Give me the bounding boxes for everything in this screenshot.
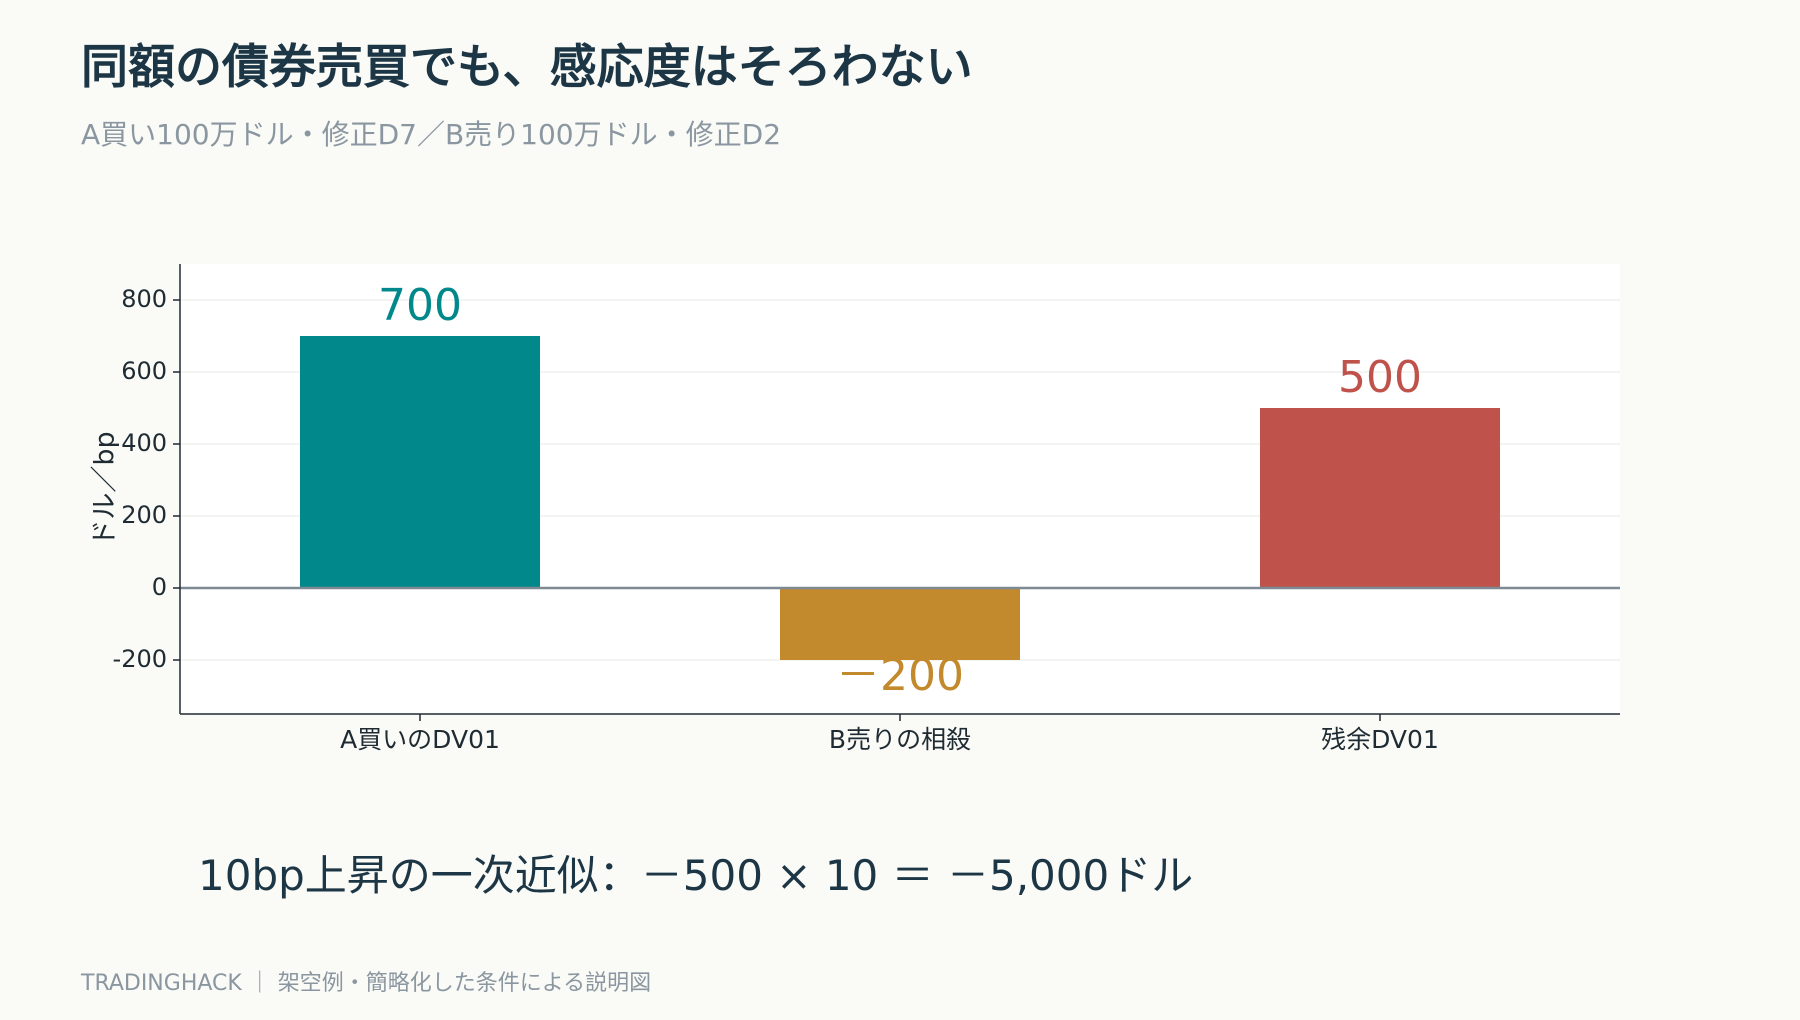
data-label: 500 (1338, 352, 1422, 403)
y-axis-title: ドル／bp (90, 431, 121, 546)
x-tick-label: A買いのDV01 (340, 725, 500, 754)
y-tick-label: 800 (121, 285, 167, 313)
x-tick-label: B売りの相殺 (829, 725, 971, 754)
data-labels: 700 －200 500 (378, 280, 1422, 701)
y-tick-label: 0 (152, 573, 167, 601)
bars (300, 336, 1500, 660)
y-tick-label: 600 (121, 357, 167, 385)
y-ticks: -200 0 200 400 600 800 (113, 285, 180, 673)
bar (780, 588, 1020, 660)
formula-text: 10bp上昇の一次近似：－500 × 10 ＝ －5,000ドル (198, 851, 1194, 900)
y-tick-label: 400 (121, 429, 167, 457)
bar (300, 336, 540, 588)
page-subtitle: A買い100万ドル・修正D7／B売り100万ドル・修正D2 (81, 118, 782, 151)
footer-text: TRADINGHACK ｜ 架空例・簡略化した条件による説明図 (81, 971, 652, 996)
y-tick-label: -200 (113, 645, 167, 673)
bar (1260, 408, 1500, 588)
y-tick-label: 200 (121, 501, 167, 529)
data-label: －200 (836, 650, 964, 701)
data-label: 700 (378, 280, 462, 331)
page-title: 同額の債券売買でも、感応度はそろわない (81, 40, 973, 95)
x-ticks: A買いのDV01 B売りの相殺 残余DV01 (340, 714, 1439, 754)
x-tick-label: 残余DV01 (1321, 725, 1439, 754)
